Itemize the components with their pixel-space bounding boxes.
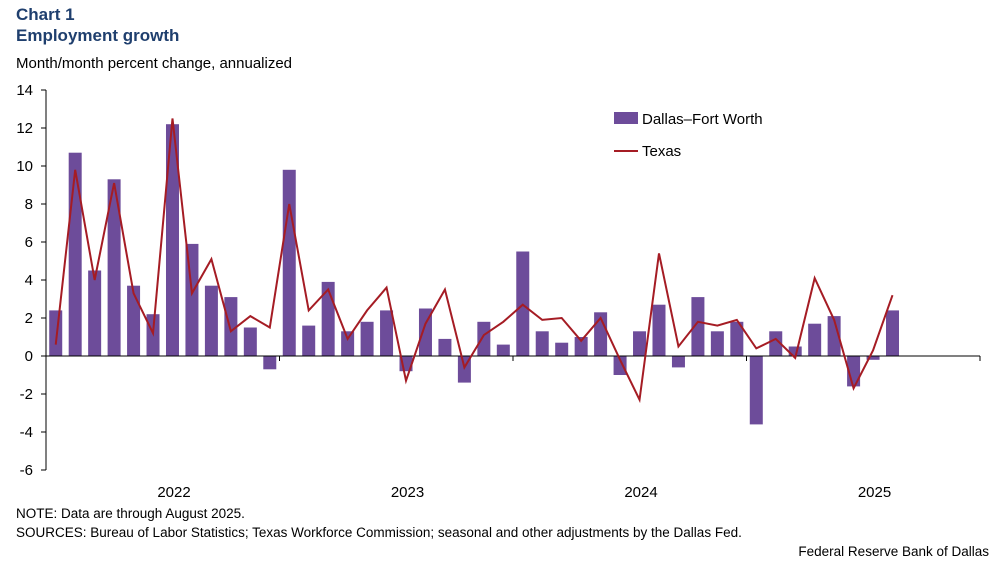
bar <box>769 331 783 356</box>
x-tick-label: 2024 <box>624 484 657 501</box>
bar <box>282 169 296 356</box>
bar <box>788 346 802 356</box>
bar <box>243 327 257 356</box>
y-tick-label: 8 <box>25 196 33 213</box>
bar <box>438 338 452 356</box>
bar <box>555 342 569 356</box>
bar <box>88 270 102 356</box>
legend-swatch-dfw <box>614 112 638 124</box>
bar <box>224 297 238 356</box>
bar <box>418 308 432 356</box>
x-tick-label: 2022 <box>157 484 190 501</box>
bar <box>886 310 900 356</box>
bar <box>808 323 822 356</box>
bar <box>360 321 374 356</box>
bar <box>749 356 763 425</box>
texas-line <box>54 118 894 404</box>
legend-label-dfw: Dallas–Fort Worth <box>642 111 763 128</box>
y-tick-label: -6 <box>20 462 33 479</box>
bar <box>652 304 666 356</box>
y-tick-label: 10 <box>16 158 33 175</box>
bar <box>380 310 394 356</box>
bar <box>302 325 316 356</box>
chart-number: Chart 1 <box>16 5 75 24</box>
bar <box>68 152 82 356</box>
bar <box>613 356 627 375</box>
y-tick-label: 4 <box>25 272 33 289</box>
bar <box>866 356 880 360</box>
bar <box>341 331 355 356</box>
bar <box>671 356 685 368</box>
bar <box>730 321 744 356</box>
bar <box>710 331 724 356</box>
credit: Federal Reserve Bank of Dallas <box>798 544 989 559</box>
y-tick-label: 0 <box>25 348 33 365</box>
y-tick-label: 12 <box>16 120 33 137</box>
sources: SOURCES: Bureau of Labor Statistics; Tex… <box>16 525 742 540</box>
bar <box>107 179 121 356</box>
chart-title: Employment growth <box>16 26 180 45</box>
bar <box>496 344 510 356</box>
legend-label-texas: Texas <box>642 143 681 160</box>
bar <box>535 331 549 356</box>
y-tick-label: -4 <box>20 424 33 441</box>
y-tick-label: 2 <box>25 310 33 327</box>
bar <box>263 356 277 370</box>
y-axis-label: Month/month percent change, annualized <box>16 55 293 72</box>
bar <box>827 316 841 356</box>
y-tick-label: 14 <box>16 82 33 99</box>
bar <box>127 285 141 356</box>
y-tick-label: -2 <box>20 386 33 403</box>
note: NOTE: Data are through August 2025. <box>16 506 245 521</box>
bar <box>204 285 218 356</box>
bar <box>477 321 491 356</box>
bar <box>574 337 588 356</box>
y-tick-label: 6 <box>25 234 33 251</box>
bar <box>691 297 705 356</box>
x-tick-label: 2023 <box>391 484 424 501</box>
bar <box>49 310 63 356</box>
bar <box>165 124 179 356</box>
bar <box>633 331 647 356</box>
x-tick-label: 2025 <box>858 484 891 501</box>
